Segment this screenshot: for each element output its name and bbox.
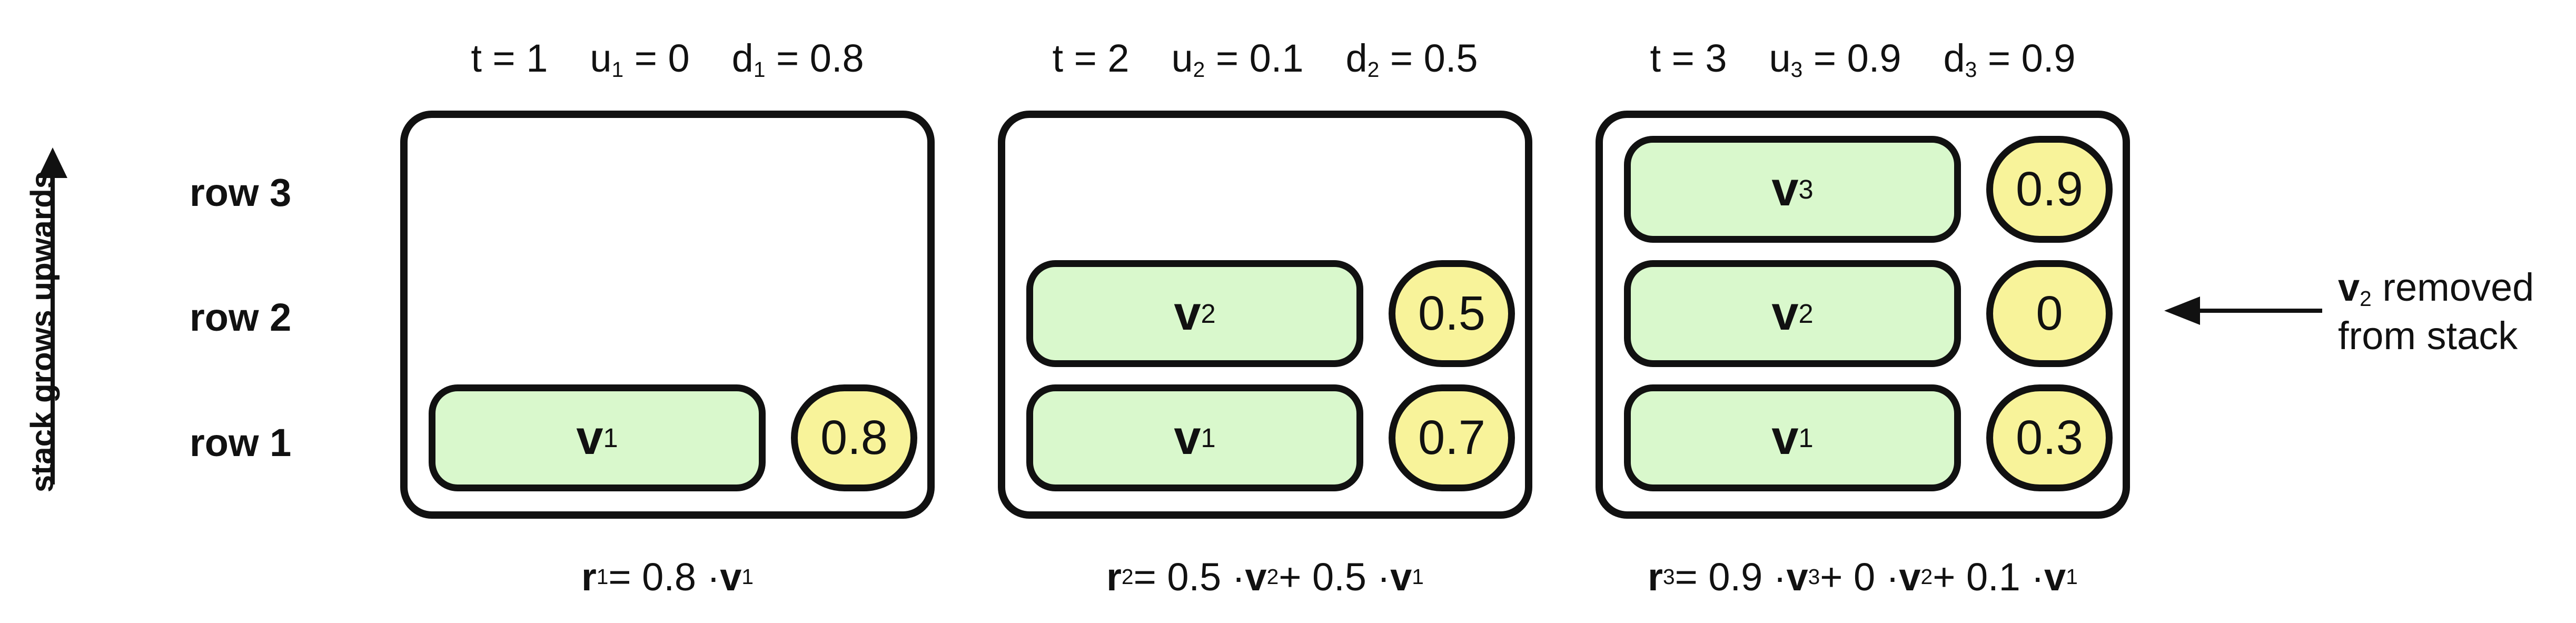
panel-3-header: t = 3 u3 = 0.9 d3 = 0.9 <box>1596 26 2130 90</box>
row-label-3: row 3 <box>190 170 292 214</box>
strength-cell: 0.3 <box>1986 384 2113 491</box>
left-arrow-icon <box>2164 296 2322 325</box>
push-strength: u3 = 0.9 <box>1769 36 1901 82</box>
strength-cell: 0.5 <box>1389 260 1515 367</box>
removed-note-line2: from stack <box>2338 314 2518 358</box>
time-step: t = 1 <box>471 36 548 80</box>
panel-2-header: t = 2 u2 = 0.1 d2 = 0.5 <box>998 26 1532 90</box>
strength-cell: 0.9 <box>1986 136 2113 243</box>
row-label-1: row 1 <box>190 420 292 464</box>
push-strength: u2 = 0.1 <box>1171 36 1304 82</box>
push-strength: u1 = 0 <box>590 36 690 82</box>
pop-strength: d3 = 0.9 <box>1943 36 2076 82</box>
removed-note-line1: v2 removed <box>2338 265 2534 311</box>
strength-cell: 0 <box>1986 260 2113 367</box>
strength-cell: 0.7 <box>1389 384 1515 491</box>
removed-note: v2 removed from stack <box>2338 263 2570 360</box>
time-step: t = 3 <box>1650 36 1727 80</box>
pop-strength: d1 = 0.8 <box>731 36 864 82</box>
time-step: t = 2 <box>1052 36 1130 80</box>
row-label-2: row 2 <box>190 295 292 339</box>
stack-direction-indicator <box>11 147 95 516</box>
panel-1-header: t = 1 u1 = 0 d1 = 0.8 <box>400 26 935 90</box>
strength-cell: 0.8 <box>791 384 917 491</box>
pop-strength: d2 = 0.5 <box>1345 36 1478 82</box>
stack-grows-label: stack grows upwards <box>24 171 60 493</box>
up-arrow-icon <box>38 147 67 484</box>
